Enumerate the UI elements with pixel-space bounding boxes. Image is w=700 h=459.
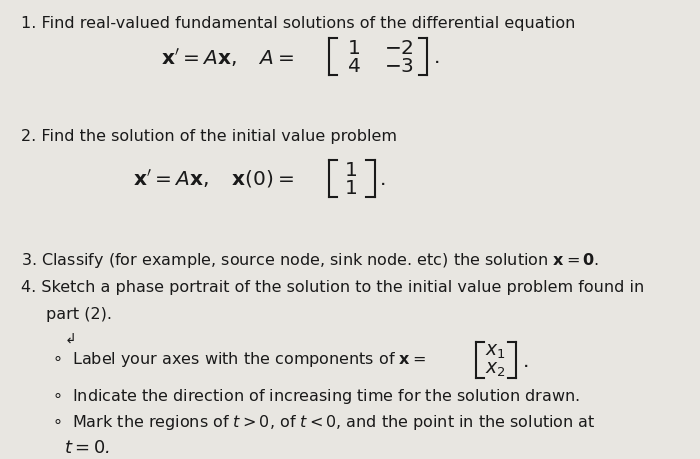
Text: ↲: ↲ [64, 331, 76, 345]
Text: 4. Sketch a phase portrait of the solution to the initial value problem found in: 4. Sketch a phase portrait of the soluti… [21, 279, 644, 294]
Text: $.$: $.$ [379, 169, 386, 189]
Text: $1$: $1$ [344, 160, 356, 179]
Text: 1. Find real-valued fundamental solutions of the differential equation: 1. Find real-valued fundamental solution… [21, 16, 575, 31]
Text: $\circ$  Indicate the direction of increasing time for the solution drawn.: $\circ$ Indicate the direction of increa… [52, 386, 580, 405]
Text: $x_2$: $x_2$ [484, 359, 505, 379]
Text: $.$: $.$ [433, 48, 439, 67]
Text: $\mathbf{x}' = A\mathbf{x}, \quad \mathbf{x}(0) = $: $\mathbf{x}' = A\mathbf{x}, \quad \mathb… [133, 168, 294, 190]
Text: $1$: $1$ [347, 39, 360, 58]
Text: $\circ$  Label your axes with the components of $\mathbf{x} = $: $\circ$ Label your axes with the compone… [52, 349, 426, 368]
Text: $t = 0$.: $t = 0$. [64, 438, 111, 456]
Text: $x_1$: $x_1$ [484, 341, 505, 361]
Text: 2. Find the solution of the initial value problem: 2. Find the solution of the initial valu… [21, 129, 397, 144]
Text: $1$: $1$ [344, 179, 356, 198]
Text: $.$: $.$ [522, 351, 528, 370]
Text: 3. Classify (for example, source node, sink node. etc) the solution $\mathbf{x} : 3. Classify (for example, source node, s… [21, 250, 599, 269]
Text: $-2$: $-2$ [384, 39, 414, 58]
Text: $-3$: $-3$ [384, 57, 414, 76]
Text: $\circ$  Mark the regions of $t > 0$, of $t < 0$, and the point in the solution : $\circ$ Mark the regions of $t > 0$, of … [52, 412, 596, 431]
Text: $\mathbf{x}' = A\mathbf{x}, \quad A = $: $\mathbf{x}' = A\mathbf{x}, \quad A = $ [160, 46, 294, 68]
Text: part (2).: part (2). [46, 307, 111, 322]
Text: $4$: $4$ [346, 57, 360, 76]
